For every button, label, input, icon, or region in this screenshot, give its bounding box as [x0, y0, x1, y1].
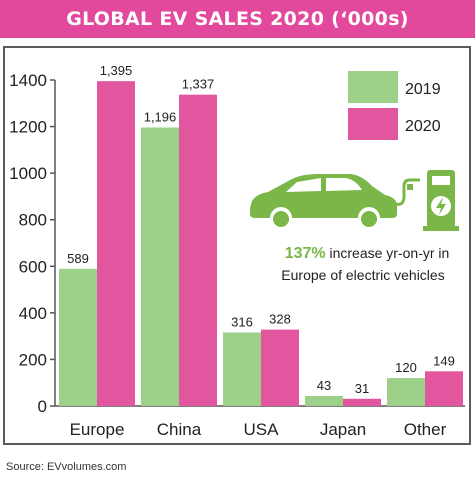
bar-other-2019 [387, 378, 425, 406]
y-tick-label: 400 [19, 304, 47, 323]
callout-text-line1: 137% increase yr-on-yr in [285, 245, 450, 262]
chart-frame [3, 46, 471, 445]
x-tick-label: Other [404, 420, 447, 439]
source-note: Source: EVvolumes.com [6, 461, 127, 473]
bar-other-2020 [425, 371, 463, 406]
legend-swatch-2020 [348, 108, 398, 140]
callout-highlight: 137% [285, 245, 326, 262]
chart-title: GLOBAL EV SALES 2020 (‘000s) [0, 0, 475, 38]
bar-japan-2020 [343, 398, 381, 406]
bar-japan-2019 [305, 395, 343, 406]
x-tick-label: Japan [320, 420, 366, 439]
callout-text-continued: increase yr-on-yr in [326, 245, 450, 261]
bar-usa-2019 [223, 332, 261, 406]
y-tick-label: 800 [19, 211, 47, 230]
bar-europe-2020 [97, 81, 135, 407]
data-label: 149 [433, 353, 455, 368]
bar-china-2019 [141, 127, 179, 406]
data-label: 316 [231, 314, 253, 329]
x-tick-label: Europe [70, 420, 125, 439]
data-label: 1,337 [182, 77, 215, 92]
y-tick-label: 600 [19, 257, 47, 276]
electric-car-charging-icon [250, 170, 459, 231]
y-tick-label: 0 [38, 397, 47, 416]
data-label: 31 [355, 381, 369, 396]
data-label: 43 [317, 378, 331, 393]
data-label: 328 [269, 312, 291, 327]
data-label: 120 [395, 360, 417, 375]
x-tick-label: China [157, 420, 202, 439]
data-label: 589 [67, 251, 89, 266]
bar-chart: 0 200 400 600 800 1000 1200 1400 589 1,395 1,196 1… [9, 63, 465, 439]
data-label: 1,196 [144, 110, 177, 125]
legend-swatch-2019 [348, 71, 398, 103]
y-tick-label: 1400 [9, 71, 47, 90]
y-tick-label: 200 [19, 350, 47, 369]
bar-china-2020 [179, 94, 217, 407]
y-tick-label: 1000 [9, 164, 47, 183]
y-tick-label: 1200 [9, 118, 47, 137]
data-label: 1,395 [100, 63, 133, 78]
bar-europe-2019 [59, 268, 97, 406]
bar-usa-2020 [261, 329, 299, 406]
x-tick-label: USA [244, 420, 280, 439]
callout-text-line2: Europe of electric vehicles [281, 267, 444, 283]
legend-label-2019: 2019 [405, 81, 441, 98]
legend-label-2020: 2020 [405, 118, 441, 135]
